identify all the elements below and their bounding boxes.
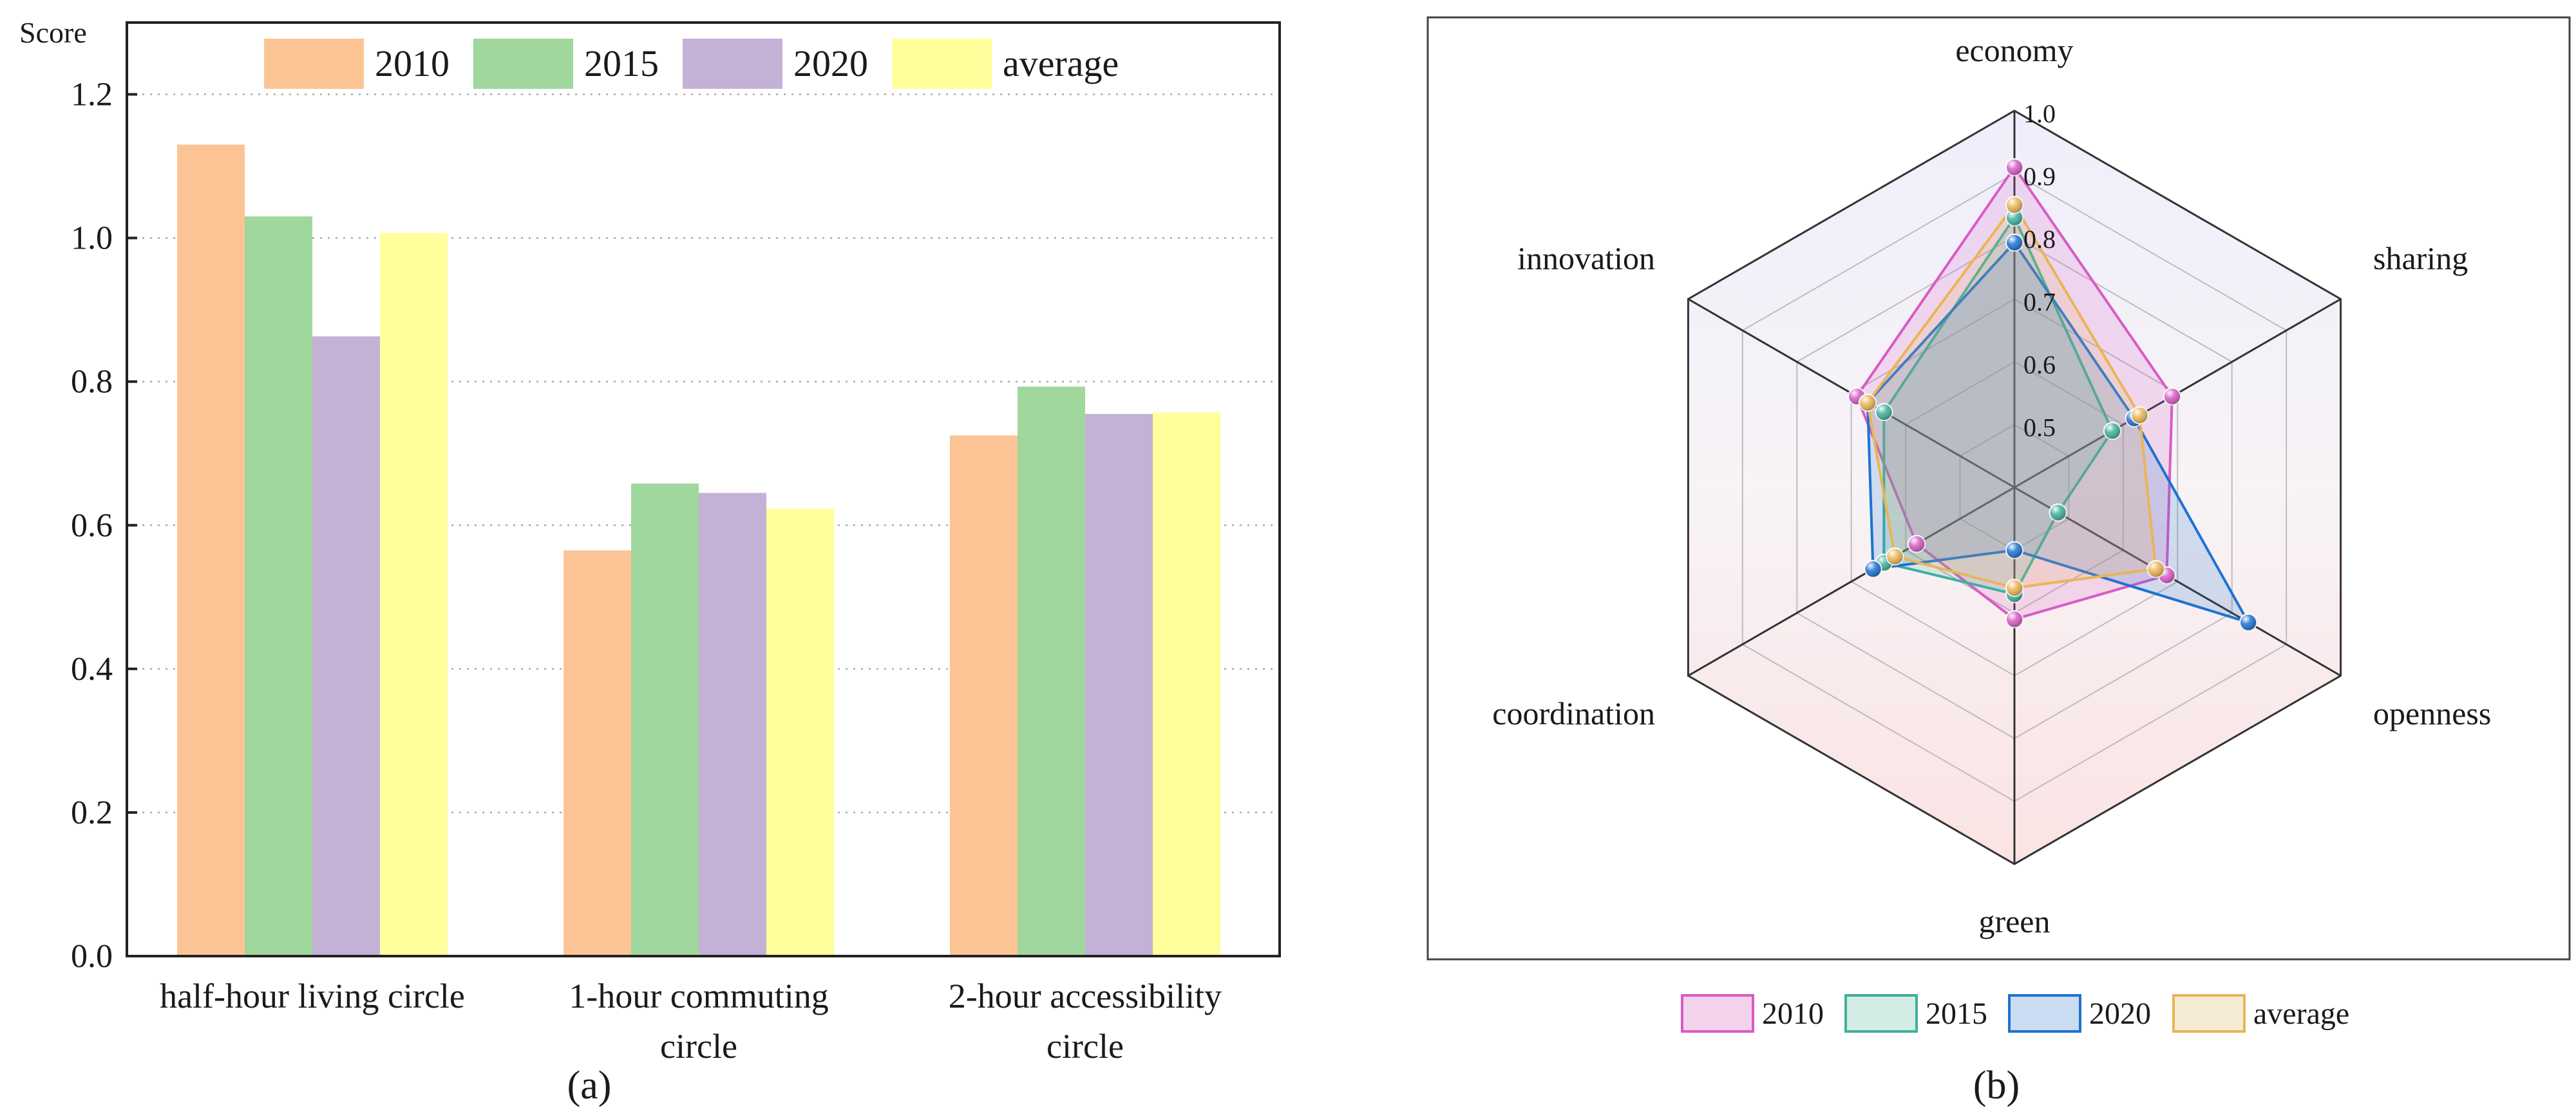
bar-x-tick-label: 2-hour accessibility	[949, 977, 1222, 1015]
bar-plot-frame	[126, 21, 1281, 957]
bar-y-axis-label: Score	[19, 16, 87, 49]
radar-axis-label-innovation: innovation	[1517, 240, 1655, 276]
radar-legend-swatch-2010	[1681, 994, 1754, 1033]
radar-point-shade	[2147, 560, 2164, 578]
bar-legend-label: 2015	[584, 42, 659, 84]
radar-r-tick-label: 0.7	[2023, 288, 2056, 317]
radar-legend-label: 2010	[1762, 997, 1824, 1031]
panel-label-a: (a)	[567, 1064, 612, 1107]
bar-y-tick-label: 1.0	[71, 220, 113, 257]
radar-point-shade	[2006, 196, 2023, 214]
radar-point-shade	[2006, 579, 2023, 596]
radar-legend-swatch-2015	[1844, 994, 1918, 1033]
radar-point-shade	[2006, 158, 2023, 176]
bar-average-0	[380, 232, 448, 957]
bar-2015-1	[631, 484, 699, 956]
bar-x-axis: half-hour living circle 1-hour commuting c…	[160, 977, 1222, 1066]
radar-axis-label-economy: economy	[1955, 32, 2073, 68]
bar-legend-swatch-2015	[473, 39, 573, 89]
radar-point-shade	[2103, 422, 2121, 440]
radar-legend-label: 2015	[1926, 997, 1987, 1031]
radar-point-shade	[2131, 406, 2148, 424]
radar-point-shade	[2006, 610, 2023, 628]
radar-point-shade	[2049, 504, 2067, 521]
bar-y-axis: 0.0 0.2 0.4 0.6 0.8 1.0 1.2	[71, 77, 137, 975]
bar-y-tick-label: 0.6	[71, 507, 113, 544]
radar-point-shade	[2240, 614, 2257, 631]
radar-legend-swatch-2020	[2008, 994, 2081, 1033]
radar-legend-label: 2020	[2089, 997, 2151, 1031]
bar-2015-0	[245, 216, 312, 957]
radar-axis-label-coordination: coordination	[1492, 695, 1655, 731]
radar-r-tick-label: 0.6	[2023, 350, 2056, 379]
radar-point-shade	[1875, 404, 1893, 420]
bar-2010-2	[950, 435, 1018, 956]
radar-point-shade	[2006, 541, 2023, 559]
bar-y-tick-label: 0.4	[71, 651, 113, 688]
radar-spoke	[1687, 486, 2015, 677]
bar-x-tick-label: half-hour living circle	[160, 977, 465, 1015]
radar-point-shade	[2006, 209, 2023, 226]
bar-y-tick-label: 0.8	[71, 364, 113, 400]
radar-series-group	[1848, 158, 2258, 632]
radar-axis-label-openness: openness	[2373, 695, 2491, 731]
bar-legend-swatch-2010	[264, 39, 364, 89]
radar-r-tick-label: 0.9	[2023, 162, 2056, 191]
bar-2020-2	[1085, 413, 1153, 956]
radar-point-shade	[2163, 388, 2181, 405]
radar-legend: 2010 2015 2020 average	[1681, 994, 2349, 1033]
bar-average-1	[766, 509, 834, 956]
radar-point-shade	[1859, 394, 1877, 411]
bar-series-group	[177, 144, 1220, 957]
radar-radial-axis: 0.5 0.6 0.7 0.8 0.9 1.0	[2023, 99, 2056, 442]
bar-legend-swatch-average	[892, 39, 992, 89]
bar-average-2	[1153, 412, 1220, 956]
radar-axis-labels: economy sharing openness green coordination i…	[1492, 32, 2491, 939]
bar-2015-2	[1018, 386, 1085, 956]
bar-2010-0	[177, 144, 245, 957]
bar-x-tick-label: circle	[660, 1027, 737, 1066]
bar-chart-panel: 0.0 0.2 0.4 0.6 0.8 1.0 1.2 Score half-hour li…	[19, 16, 1281, 1107]
radar-point-shade	[2006, 234, 2023, 251]
bar-2020-0	[312, 336, 380, 956]
radar-r-tick-label: 0.8	[2023, 225, 2056, 254]
bar-legend-label: average	[1003, 42, 1119, 84]
radar-point-shade	[1908, 535, 1926, 552]
bar-y-tick-label: 0.0	[71, 938, 113, 975]
radar-spoke	[2014, 486, 2342, 677]
bar-legend: 2010 2015 2020 average	[264, 39, 1119, 89]
bar-y-tick-label: 1.2	[71, 77, 113, 113]
bar-2020-1	[699, 493, 766, 956]
bar-legend-label: 2010	[375, 42, 450, 84]
bar-x-tick-label: circle	[1046, 1027, 1124, 1066]
bar-x-tick-label: 1-hour commuting	[569, 977, 828, 1015]
bar-legend-label: 2020	[793, 42, 868, 84]
radar-legend-swatch-average	[2172, 994, 2246, 1033]
radar-axis-label-green: green	[1978, 903, 2050, 939]
radar-chart-panel: 0.5 0.6 0.7 0.8 0.9 1.0 economy sharing opennes…	[1426, 16, 2571, 1107]
panel-label-b: (b)	[1973, 1064, 2020, 1107]
radar-r-tick-label: 1.0	[2023, 99, 2056, 128]
radar-point-shade	[1864, 560, 1882, 578]
radar-r-tick-label: 0.5	[2023, 413, 2056, 442]
bar-legend-swatch-2020	[683, 39, 782, 89]
bar-2010-1	[564, 550, 631, 956]
radar-point-shade	[1886, 548, 1904, 565]
radar-axis-label-sharing: sharing	[2373, 240, 2468, 276]
bar-y-tick-label: 0.2	[71, 795, 113, 831]
radar-legend-label: average	[2253, 997, 2349, 1031]
